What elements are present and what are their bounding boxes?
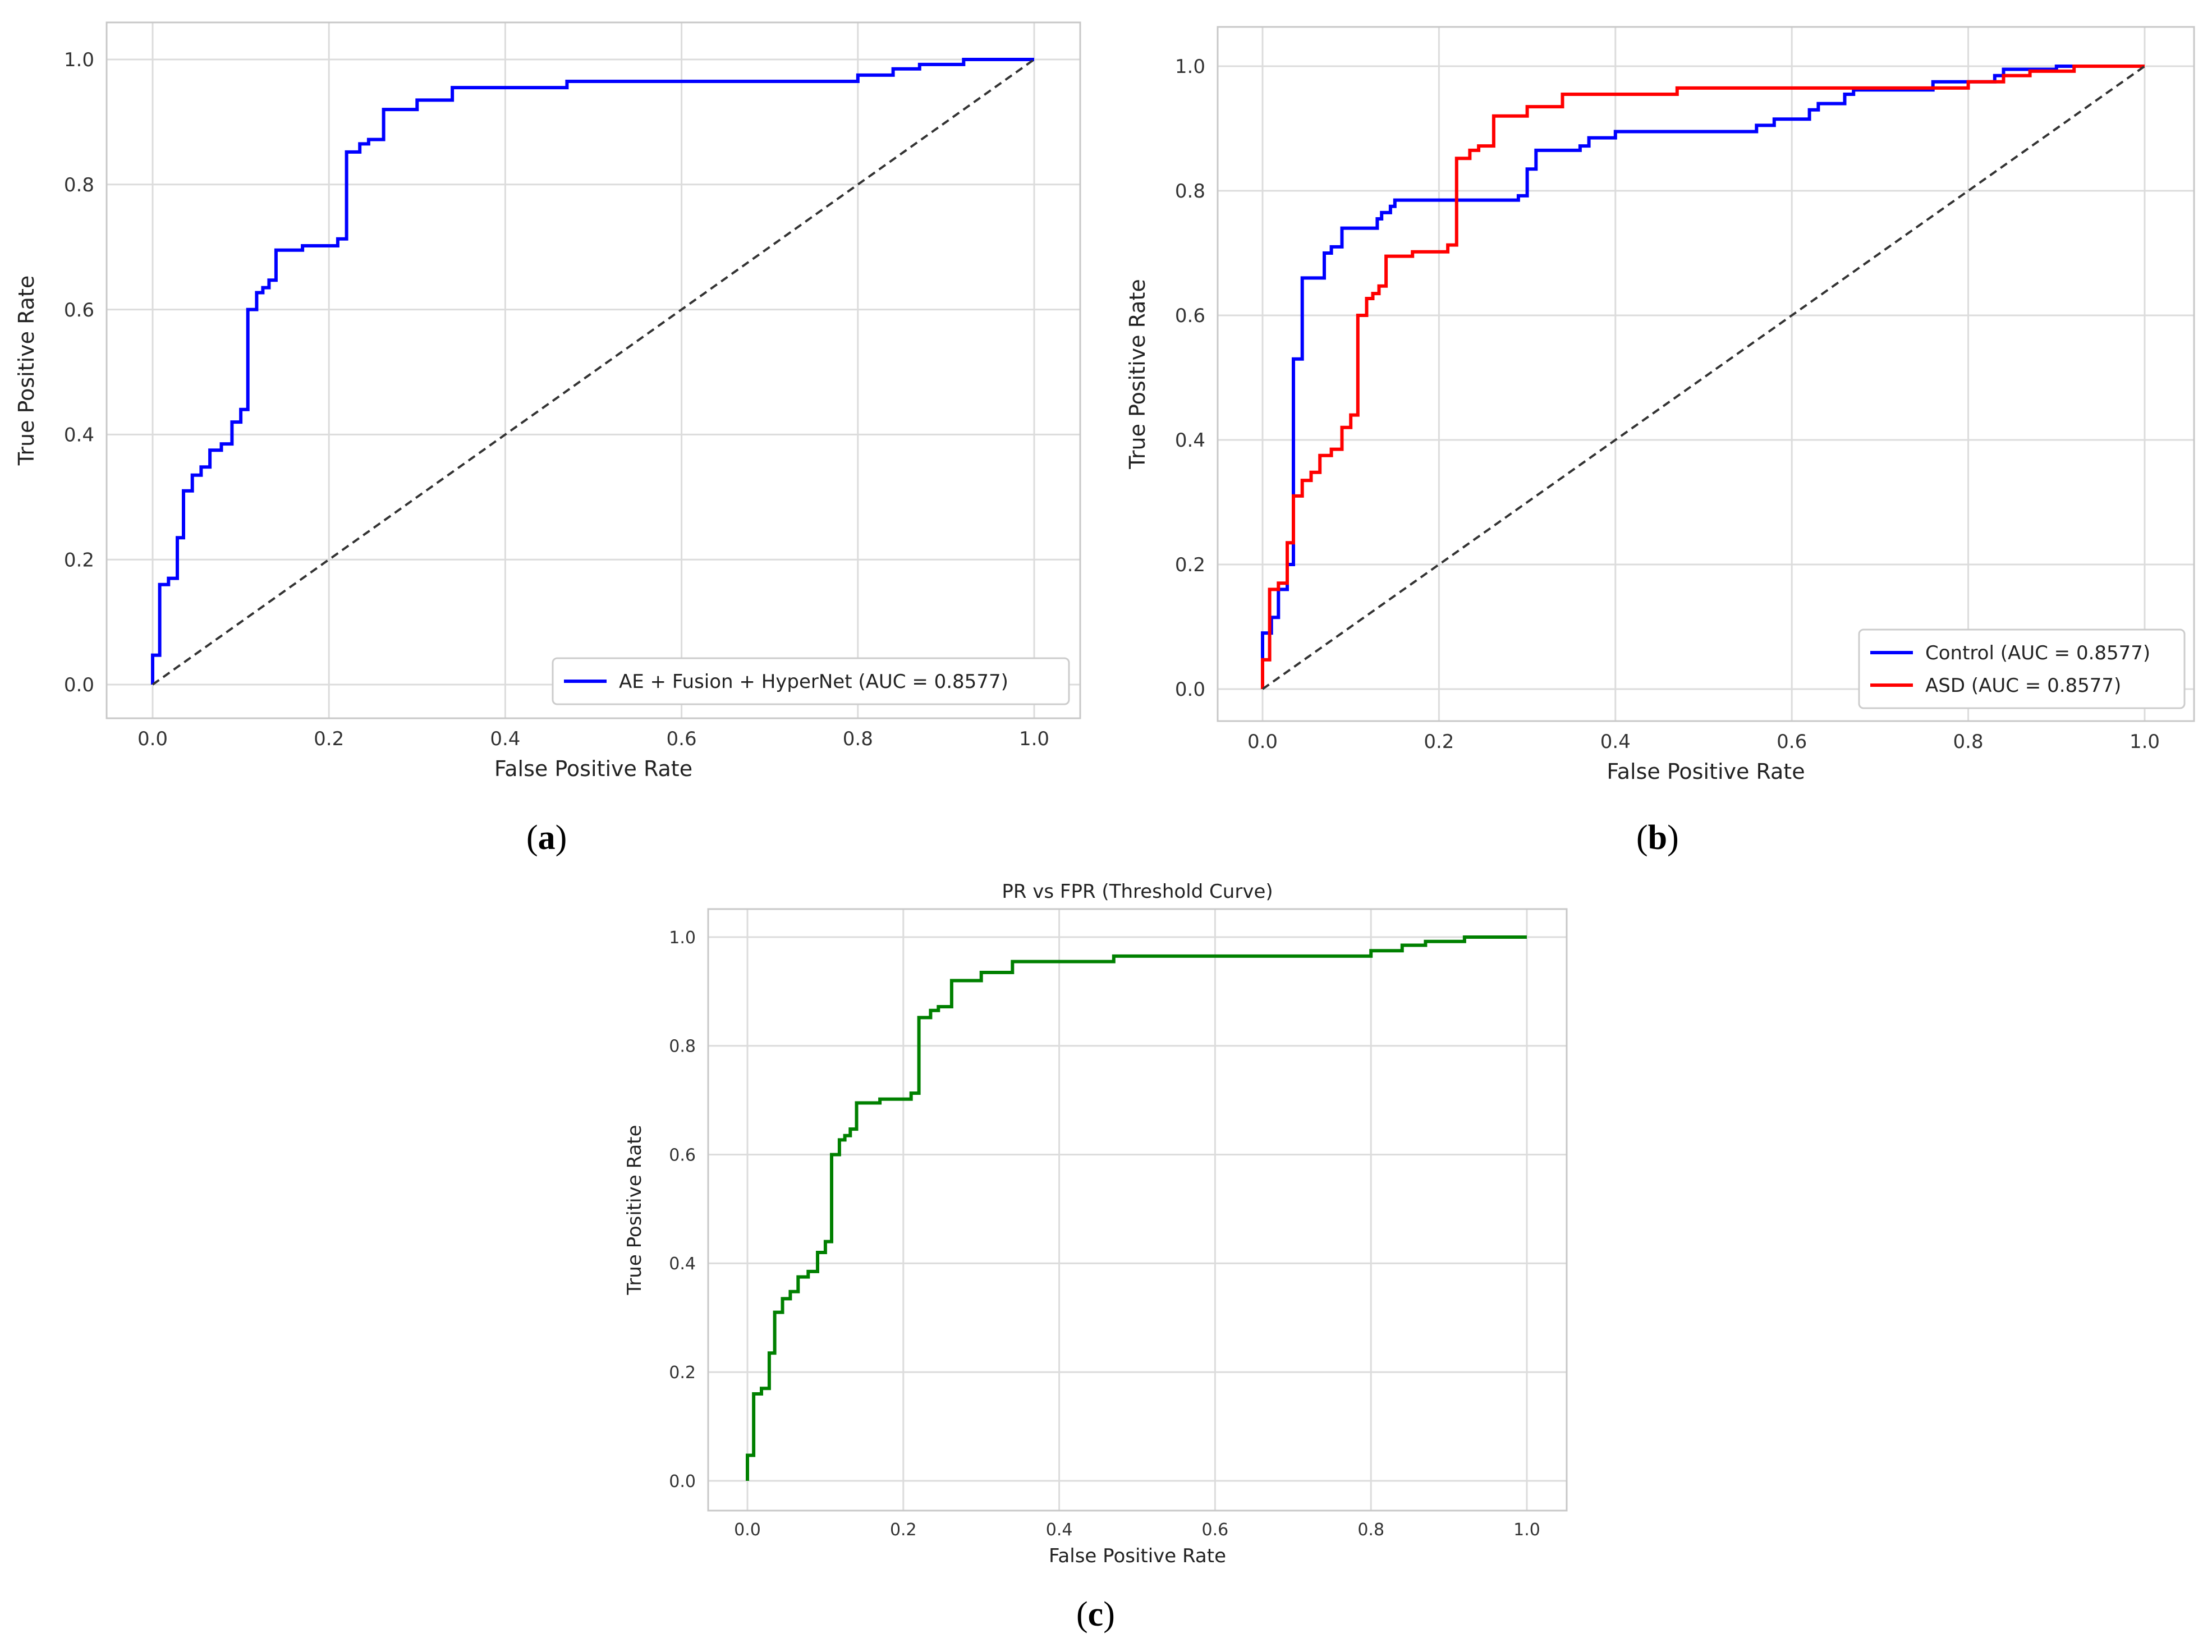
y-tick-label: 0.6 — [1175, 305, 1205, 327]
plot-frame — [1217, 26, 2195, 722]
y-tick-label: 0.6 — [669, 1145, 696, 1165]
caption-a: (a) — [526, 819, 567, 857]
x-tick-label: 0.4 — [1600, 731, 1631, 753]
legend: Control (AUC = 0.8577) ASD (AUC = 0.8577) — [1858, 628, 2186, 709]
y-tick-label: 0.8 — [669, 1037, 696, 1057]
x-tick-label: 0.2 — [890, 1520, 917, 1540]
x-tick-label: 0.0 — [734, 1520, 761, 1540]
y-tick-label: 1.0 — [1175, 56, 1205, 78]
y-tick-label: 0.8 — [1175, 180, 1205, 203]
chart-panel-b: 0.0 0.2 0.4 0.6 0.8 1.0 0.0 0.2 0.4 0.6 0.8 1.0 Fals… — [1125, 26, 2195, 784]
y-tick-label: 0.8 — [64, 174, 94, 196]
x-axis-label: False Positive Rate — [1049, 1545, 1226, 1567]
y-axis-label: True Positive Rate — [14, 276, 39, 466]
x-tick-label: 0.2 — [1424, 731, 1454, 753]
y-tick-label: 0.2 — [64, 549, 94, 571]
y-axis-label: True Positive Rate — [623, 1125, 646, 1296]
x-tick-label: 1.0 — [2130, 731, 2160, 753]
x-tick-label: 0.6 — [1202, 1520, 1229, 1540]
y-tick-label: 0.0 — [64, 674, 94, 696]
series-line-1 — [746, 935, 1527, 1481]
x-tick-label: 0.8 — [1953, 731, 1984, 753]
series-line-2 — [1261, 65, 2145, 689]
y-tick-label: 0.4 — [1175, 429, 1205, 452]
legend-box — [1858, 628, 2186, 709]
x-tick-label: 1.0 — [1513, 1520, 1540, 1540]
y-tick-label: 0.0 — [1175, 678, 1205, 701]
y-tick-label: 1.0 — [64, 49, 94, 71]
x-tick-label: 0.0 — [1247, 731, 1278, 753]
legend-label: ASD (AUC = 0.8577) — [1925, 674, 2121, 697]
y-tick-label: 0.4 — [669, 1254, 696, 1274]
y-tick-label: 0.2 — [669, 1363, 696, 1383]
legend-box — [552, 657, 1070, 705]
chart-panel-c: 0.0 0.2 0.4 0.6 0.8 1.0 0.0 0.2 0.4 0.6 0.8 1.0 Fals… — [623, 880, 1568, 1567]
plot-area — [708, 909, 1567, 1511]
y-tick-label: 0.4 — [64, 424, 94, 447]
series-line-1 — [1261, 65, 2145, 689]
legend: AE + Fusion + HyperNet (AUC = 0.8577) — [552, 657, 1070, 705]
x-tick-label: 0.4 — [490, 728, 520, 750]
x-axis-label: False Positive Rate — [1607, 759, 1805, 784]
x-tick-label: 0.8 — [1357, 1520, 1384, 1540]
y-tick-label: 0.6 — [64, 299, 94, 322]
series-line-1 — [151, 58, 1034, 685]
x-tick-label: 0.6 — [667, 728, 697, 750]
x-tick-label: 0.8 — [843, 728, 873, 750]
x-tick-label: 0.6 — [1777, 731, 1807, 753]
legend-label: Control (AUC = 0.8577) — [1925, 642, 2150, 664]
y-axis-label: True Positive Rate — [1125, 279, 1150, 470]
chart-title: PR vs FPR (Threshold Curve) — [1002, 880, 1273, 903]
caption-c: (c) — [1076, 1595, 1115, 1633]
x-axis-label: False Positive Rate — [494, 756, 692, 781]
x-tick-label: 0.4 — [1046, 1520, 1073, 1540]
y-tick-label: 1.0 — [669, 928, 696, 948]
x-tick-label: 1.0 — [1019, 728, 1049, 750]
x-tick-label: 0.2 — [314, 728, 344, 750]
caption-b: (b) — [1636, 819, 1679, 857]
legend-label: AE + Fusion + HyperNet (AUC = 0.8577) — [619, 671, 1008, 693]
plot-frame — [105, 21, 1081, 719]
y-tick-label: 0.0 — [669, 1472, 696, 1492]
chart-panel-a: 0.0 0.2 0.4 0.6 0.8 1.0 0.0 0.2 0.4 0.6 0.8 1.0 Fals… — [14, 21, 1081, 781]
x-tick-label: 0.0 — [137, 728, 168, 750]
plot-frame — [707, 908, 1568, 1512]
y-tick-label: 0.2 — [1175, 554, 1205, 576]
